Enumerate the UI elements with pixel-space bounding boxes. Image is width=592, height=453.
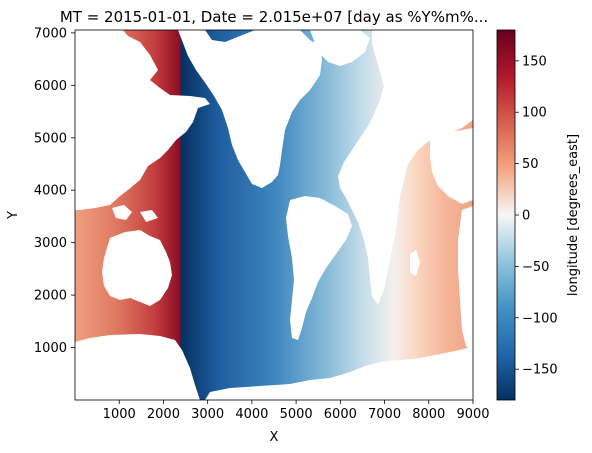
y-tick-label: 4000 [34, 184, 67, 199]
colorbar-label: longitude [degrees_east] [566, 134, 581, 296]
land-europe-africa [338, 30, 473, 305]
chart-title: MT = 2015-01-01, Date = 2.015e+07 [day a… [60, 8, 488, 26]
land-asia [75, 30, 210, 210]
x-axis: 1000 2000 3000 4000 5000 6000 7000 8000 9000 [103, 400, 490, 422]
x-tick-label: 2000 [147, 407, 180, 422]
land-madagascar [410, 250, 420, 276]
x-axis-label: X [270, 430, 279, 445]
land-south-america [286, 196, 352, 340]
y-tick-label: 7000 [34, 26, 67, 41]
y-tick-label: 2000 [34, 289, 67, 304]
land-mask [75, 30, 473, 400]
x-tick-label: 8000 [412, 407, 445, 422]
x-tick-label: 5000 [280, 407, 313, 422]
land-islands [112, 205, 158, 222]
x-tick-label: 3000 [191, 407, 224, 422]
plot-area [75, 30, 473, 400]
colorbar-tick-label: 50 [522, 157, 539, 172]
x-tick-label: 1000 [103, 407, 136, 422]
colorbar-axis: −150 −100 −50 0 50 100 150 [515, 54, 558, 378]
y-tick-label: 5000 [34, 131, 67, 146]
y-axis-label: Y [6, 211, 21, 220]
x-tick-label: 4000 [235, 407, 268, 422]
y-axis: 1000 2000 3000 4000 5000 6000 7000 [34, 26, 75, 356]
x-tick-label: 9000 [456, 407, 489, 422]
y-tick-label: 1000 [34, 341, 67, 356]
land-australia [102, 230, 172, 306]
land-asia-east [430, 128, 473, 204]
land-antarctica [75, 334, 200, 400]
colorbar-tick-label: 100 [522, 106, 547, 121]
colorbar-tick-label: −100 [522, 311, 558, 326]
y-tick-label: 3000 [34, 236, 67, 251]
land-antarctica-east [205, 346, 473, 400]
y-tick-label: 6000 [34, 79, 67, 94]
x-tick-label: 6000 [324, 407, 357, 422]
x-tick-label: 7000 [368, 407, 401, 422]
colorbar-tick-label: 150 [522, 54, 547, 69]
colorbar-tick-label: −50 [522, 260, 549, 275]
colorbar-tick-label: 0 [522, 209, 530, 224]
land-north-america [178, 30, 322, 188]
land-greenland [310, 30, 370, 66]
plot-frame [74, 29, 474, 401]
colorbar [496, 29, 516, 401]
land-australia-east [458, 206, 473, 352]
colorbar-tick-label: −150 [522, 363, 558, 378]
